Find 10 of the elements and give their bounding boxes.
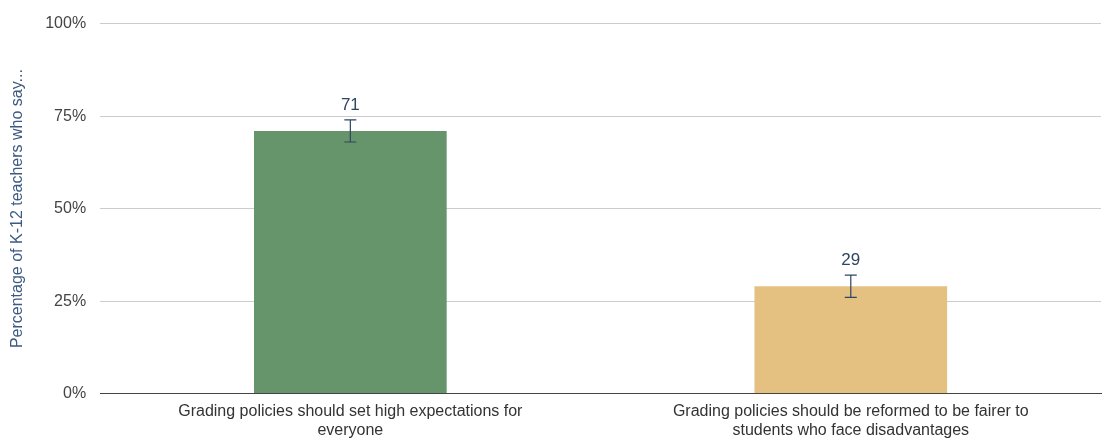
data-label: 29	[841, 250, 861, 270]
y-tick-label: 50%	[54, 199, 87, 217]
y-tick-label: 0%	[63, 384, 87, 402]
y-tick-label: 75%	[54, 106, 87, 124]
x-tick-label: Grading policies should be reformed to be fairer to students who face disadvantages	[672, 401, 1029, 438]
data-label: 71	[340, 94, 360, 114]
y-axis-title: Percentage of K-12 teachers who say...	[8, 69, 26, 349]
x-tick-label: Grading policies should set high expectations for everyone	[178, 401, 524, 438]
y-tick-label: 25%	[54, 291, 87, 309]
y-tick-label: 100%	[45, 14, 87, 32]
